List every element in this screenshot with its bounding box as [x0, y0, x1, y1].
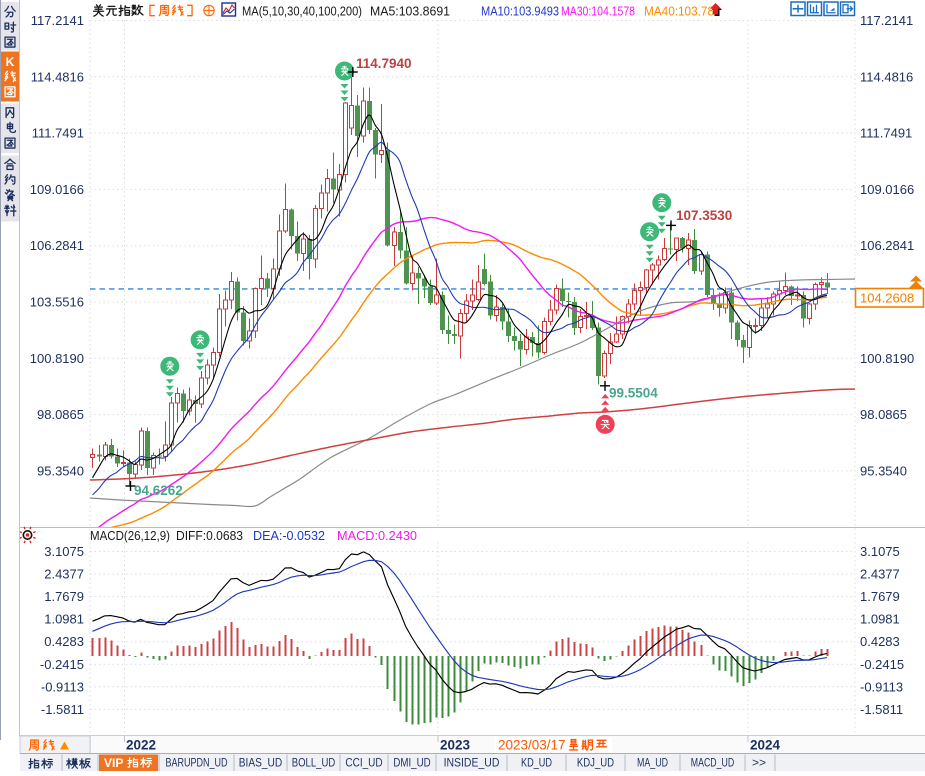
svg-text:111.7491: 111.7491 — [860, 126, 912, 141]
svg-text:117.2141: 117.2141 — [860, 13, 913, 28]
svg-text:99.5504: 99.5504 — [609, 386, 658, 401]
svg-text:95.3540: 95.3540 — [860, 463, 907, 478]
svg-text:117.2141: 117.2141 — [31, 13, 84, 28]
svg-text:3.1075: 3.1075 — [860, 544, 900, 559]
svg-text:-0.2415: -0.2415 — [860, 657, 904, 672]
svg-text:-0.2415: -0.2415 — [40, 657, 84, 672]
svg-text:1.0981: 1.0981 — [44, 612, 84, 627]
svg-text:MACD(26,12,9): MACD(26,12,9) — [90, 529, 170, 543]
svg-text:BIAS_UD: BIAS_UD — [239, 758, 282, 770]
svg-text:MA_UD: MA_UD — [637, 758, 668, 770]
svg-text:1.0981: 1.0981 — [860, 612, 900, 627]
svg-text:MA30:104.1578: MA30:104.1578 — [561, 5, 635, 19]
svg-text:2024: 2024 — [750, 738, 781, 753]
svg-text:2.4377: 2.4377 — [860, 567, 900, 582]
svg-text:MA(5,10,30,40,100,200): MA(5,10,30,40,100,200) — [242, 5, 362, 19]
svg-text:MA10:103.9493: MA10:103.9493 — [481, 5, 559, 19]
svg-text:0.4283: 0.4283 — [44, 634, 84, 649]
svg-text:114.4816: 114.4816 — [31, 69, 84, 84]
svg-text:0.4283: 0.4283 — [860, 634, 900, 649]
svg-text:100.8190: 100.8190 — [860, 351, 914, 366]
svg-text:114.4816: 114.4816 — [860, 69, 913, 84]
svg-text:-1.5811: -1.5811 — [860, 702, 903, 717]
svg-text:98.0865: 98.0865 — [860, 407, 907, 422]
svg-text:109.0166: 109.0166 — [860, 182, 914, 197]
svg-text:-1.5811: -1.5811 — [41, 702, 84, 717]
svg-text:MA40:103.78: MA40:103.78 — [644, 5, 714, 19]
svg-text:95.3540: 95.3540 — [37, 463, 84, 478]
svg-text:109.0166: 109.0166 — [30, 182, 84, 197]
svg-text:DIFF:0.0683: DIFF:0.0683 — [176, 529, 243, 543]
svg-text:2023/03/17: 2023/03/17 — [498, 738, 566, 753]
svg-text:>>: >> — [752, 756, 766, 770]
svg-text:114.7940: 114.7940 — [356, 56, 412, 71]
svg-text:VIP: VIP — [104, 756, 123, 770]
svg-text:DMI_UD: DMI_UD — [393, 758, 430, 770]
svg-text:BOLL_UD: BOLL_UD — [292, 758, 335, 770]
svg-text:103.5516: 103.5516 — [30, 295, 84, 310]
svg-text:1.7679: 1.7679 — [44, 589, 84, 604]
svg-text:111.7491: 111.7491 — [32, 126, 84, 141]
svg-text:106.2841: 106.2841 — [30, 238, 84, 253]
svg-text:94.6262: 94.6262 — [134, 483, 183, 498]
svg-text:-0.9113: -0.9113 — [41, 679, 84, 694]
svg-text:2022: 2022 — [126, 738, 156, 753]
svg-text:-0.9113: -0.9113 — [860, 679, 903, 694]
svg-text:DEA:-0.0532: DEA:-0.0532 — [253, 529, 325, 543]
svg-text:CCI_UD: CCI_UD — [345, 758, 382, 770]
svg-text:KD_UD: KD_UD — [521, 758, 552, 770]
svg-text:KDJ_UD: KDJ_UD — [577, 758, 614, 770]
svg-text:2.4377: 2.4377 — [44, 567, 84, 582]
svg-text:MA5:103.8691: MA5:103.8691 — [370, 5, 450, 19]
svg-text:INSIDE_UD: INSIDE_UD — [444, 758, 500, 770]
svg-text:MACD:0.2430: MACD:0.2430 — [337, 529, 417, 543]
svg-text:106.2841: 106.2841 — [860, 238, 914, 253]
svg-text:1.7679: 1.7679 — [860, 589, 900, 604]
svg-text:MACD_UD: MACD_UD — [691, 758, 734, 770]
svg-text:107.3530: 107.3530 — [676, 208, 732, 223]
svg-text:98.0865: 98.0865 — [37, 407, 84, 422]
svg-text:2023: 2023 — [440, 738, 471, 753]
svg-text:100.8190: 100.8190 — [30, 351, 84, 366]
svg-text:BARUPDN_UD: BARUPDN_UD — [166, 758, 228, 770]
svg-text:K: K — [6, 55, 15, 69]
svg-text:104.2608: 104.2608 — [860, 291, 914, 306]
svg-text:3.1075: 3.1075 — [44, 544, 84, 559]
